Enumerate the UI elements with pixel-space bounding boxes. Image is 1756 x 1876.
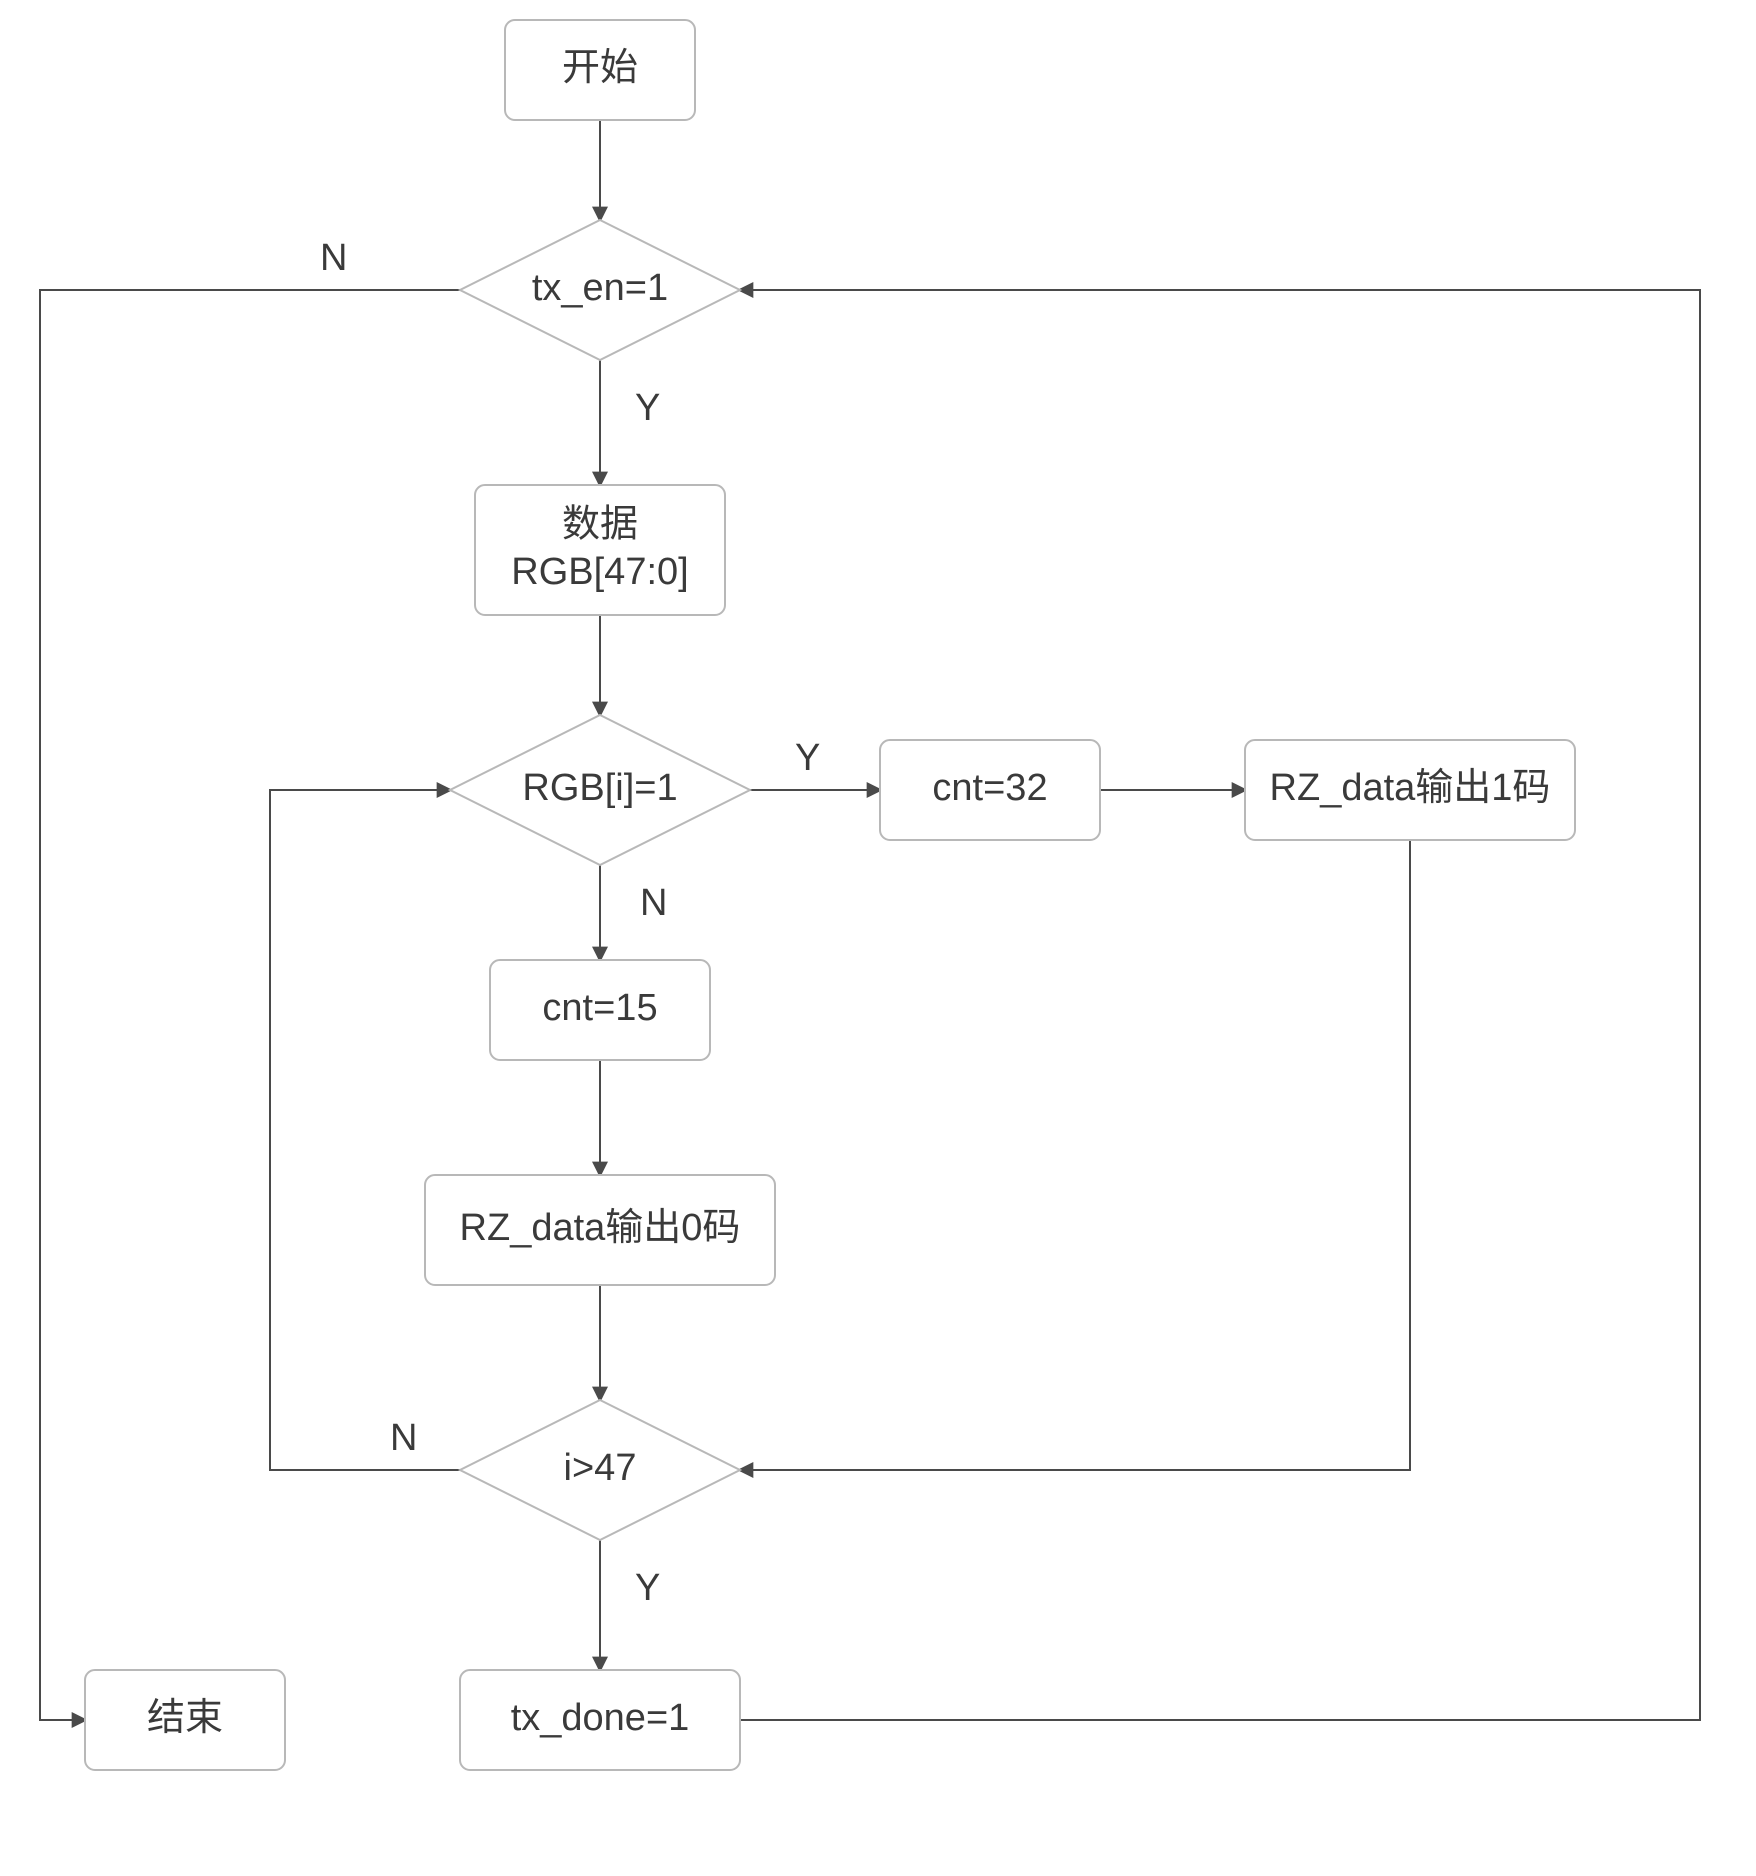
- node-rgb_data-text-1: RGB[47:0]: [511, 551, 688, 593]
- e-i47-n: [270, 790, 460, 1470]
- e-rgbi-n-label: N: [640, 882, 667, 924]
- e-txen-y-label: Y: [635, 387, 660, 429]
- node-end-text-0: 结束: [147, 1697, 223, 1739]
- node-rgbi-text-0: RGB[i]=1: [522, 767, 677, 809]
- e-rgbi-y-label: Y: [795, 737, 820, 779]
- node-tx_done-text-0: tx_done=1: [511, 1697, 690, 1739]
- node-cnt32-text-0: cnt=32: [932, 767, 1047, 809]
- node-tx_en-text-0: tx_en=1: [532, 267, 668, 309]
- e-txen-n-label: N: [320, 237, 347, 279]
- node-end: 结束: [85, 1670, 285, 1770]
- e-rz1-i47: [740, 840, 1410, 1470]
- node-rz1: RZ_data输出1码: [1245, 740, 1575, 840]
- node-start: 开始: [505, 20, 695, 120]
- node-rgb_data-text-0: 数据: [562, 503, 638, 545]
- node-i47-text-0: i>47: [564, 1447, 637, 1489]
- node-cnt15: cnt=15: [490, 960, 710, 1060]
- e-txdone-txen: [740, 290, 1700, 1720]
- e-i47-y-label: Y: [635, 1567, 660, 1609]
- node-tx_en: tx_en=1: [460, 220, 740, 360]
- node-tx_done: tx_done=1: [460, 1670, 740, 1770]
- node-start-text-0: 开始: [562, 47, 638, 89]
- node-rz1-text-0: RZ_data输出1码: [1270, 767, 1551, 809]
- node-rgbi: RGB[i]=1: [450, 715, 750, 865]
- e-i47-n-label: N: [390, 1417, 417, 1459]
- node-rgb_data: 数据 RGB[47:0]: [475, 485, 725, 615]
- node-cnt15-text-0: cnt=15: [542, 987, 657, 1029]
- node-rz0: RZ_data输出0码: [425, 1175, 775, 1285]
- e-txen-n: [40, 290, 460, 1720]
- node-i47: i>47: [460, 1400, 740, 1540]
- node-cnt32: cnt=32: [880, 740, 1100, 840]
- node-rz0-text-0: RZ_data输出0码: [460, 1207, 741, 1249]
- flowchart-canvas: Y Y N Y N N 开始 tx_en=1 数据 RGB[47:0] RGB[i]=1 cnt=32…: [0, 0, 1756, 1876]
